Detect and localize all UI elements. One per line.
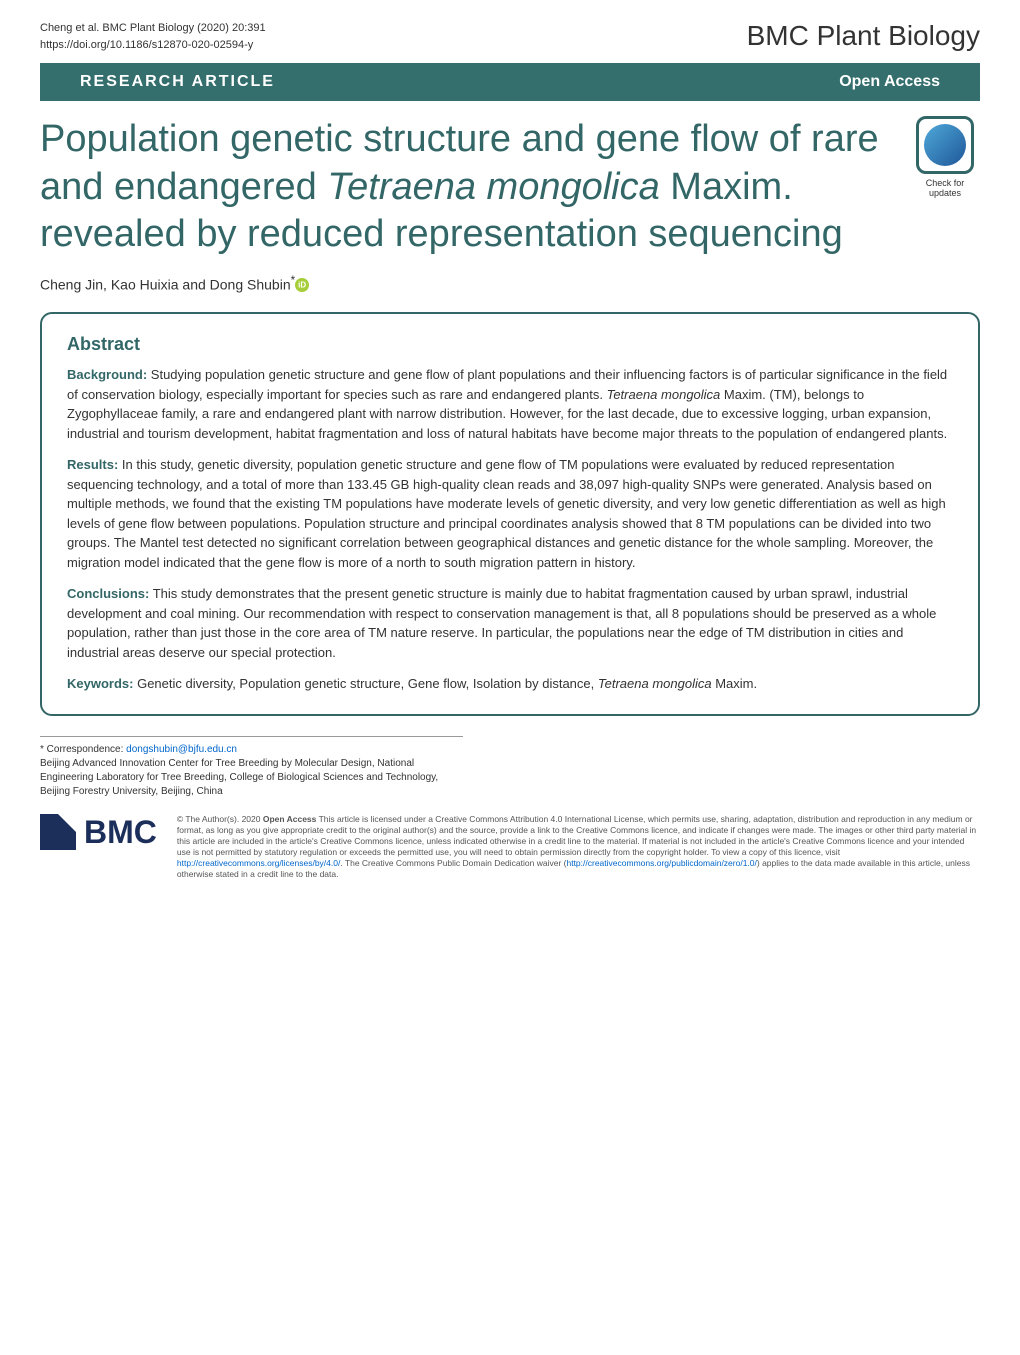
correspondence-affiliation: Beijing Advanced Innovation Center for T… xyxy=(40,757,463,799)
citation-line1: Cheng et al. BMC Plant Biology (2020) 20… xyxy=(40,20,266,37)
authors-text: Cheng Jin, Kao Huixia and Dong Shubin xyxy=(40,276,291,292)
keywords: Keywords: Genetic diversity, Population … xyxy=(67,674,953,694)
bmc-logo: BMC xyxy=(40,814,157,851)
license-link1[interactable]: http://creativecommons.org/licenses/by/4… xyxy=(177,858,340,868)
license-bold1: Open Access xyxy=(263,814,317,824)
background-label: Background: xyxy=(67,367,147,382)
keywords-em1: Tetraena mongolica xyxy=(598,676,712,691)
correspondence: * Correspondence: dongshubin@bjfu.edu.cn… xyxy=(40,736,463,799)
results-label: Results: xyxy=(67,457,118,472)
header-top: Cheng et al. BMC Plant Biology (2020) 20… xyxy=(0,0,1020,63)
abstract-heading: Abstract xyxy=(67,334,953,355)
check-updates-icon xyxy=(916,116,974,174)
abstract-box: Abstract Background: Studying population… xyxy=(40,312,980,716)
license-p3: . The Creative Commons Public Domain Ded… xyxy=(340,858,566,868)
license-p1: © The Author(s). 2020 xyxy=(177,814,263,824)
article-type-bar: RESEARCH ARTICLE Open Access xyxy=(40,63,980,101)
article-type: RESEARCH ARTICLE xyxy=(80,73,275,91)
abstract-conclusions: Conclusions: This study demonstrates tha… xyxy=(67,584,953,662)
keywords-p2: Maxim. xyxy=(712,676,758,691)
crossmark-circle-icon xyxy=(924,124,966,166)
bmc-text: BMC xyxy=(84,814,157,851)
background-em1: Tetraena mongolica xyxy=(607,387,721,402)
article-title: Population genetic structure and gene fl… xyxy=(40,116,910,259)
license-section: BMC © The Author(s). 2020 Open Access Th… xyxy=(40,814,980,880)
bmc-square-icon xyxy=(40,814,76,850)
journal-name: BMC Plant Biology xyxy=(747,20,980,52)
check-updates[interactable]: Check for updates xyxy=(910,116,980,198)
conclusions-text: This study demonstrates that the present… xyxy=(67,586,936,660)
orcid-icon[interactable] xyxy=(295,278,309,292)
abstract-results: Results: In this study, genetic diversit… xyxy=(67,455,953,572)
keywords-label: Keywords: xyxy=(67,676,133,691)
correspondence-email[interactable]: dongshubin@bjfu.edu.cn xyxy=(126,744,237,755)
citation-info: Cheng et al. BMC Plant Biology (2020) 20… xyxy=(40,20,266,53)
title-section: Population genetic structure and gene fl… xyxy=(0,101,1020,269)
authors: Cheng Jin, Kao Huixia and Dong Shubin* xyxy=(0,269,1020,313)
keywords-p1: Genetic diversity, Population genetic st… xyxy=(133,676,597,691)
conclusions-label: Conclusions: xyxy=(67,586,149,601)
abstract-background: Background: Studying population genetic … xyxy=(67,365,953,443)
correspondence-label: * Correspondence: xyxy=(40,744,126,755)
license-link2[interactable]: http://creativecommons.org/publicdomain/… xyxy=(566,858,756,868)
results-text: In this study, genetic diversity, popula… xyxy=(67,457,946,570)
footer-section: * Correspondence: dongshubin@bjfu.edu.cn… xyxy=(0,736,1020,900)
open-access-label: Open Access xyxy=(839,73,940,91)
citation-line2: https://doi.org/10.1186/s12870-020-02594… xyxy=(40,37,266,54)
license-text: © The Author(s). 2020 Open Access This a… xyxy=(177,814,980,880)
title-italic1: Tetraena mongolica xyxy=(327,166,659,208)
check-updates-label: Check for updates xyxy=(910,178,980,198)
